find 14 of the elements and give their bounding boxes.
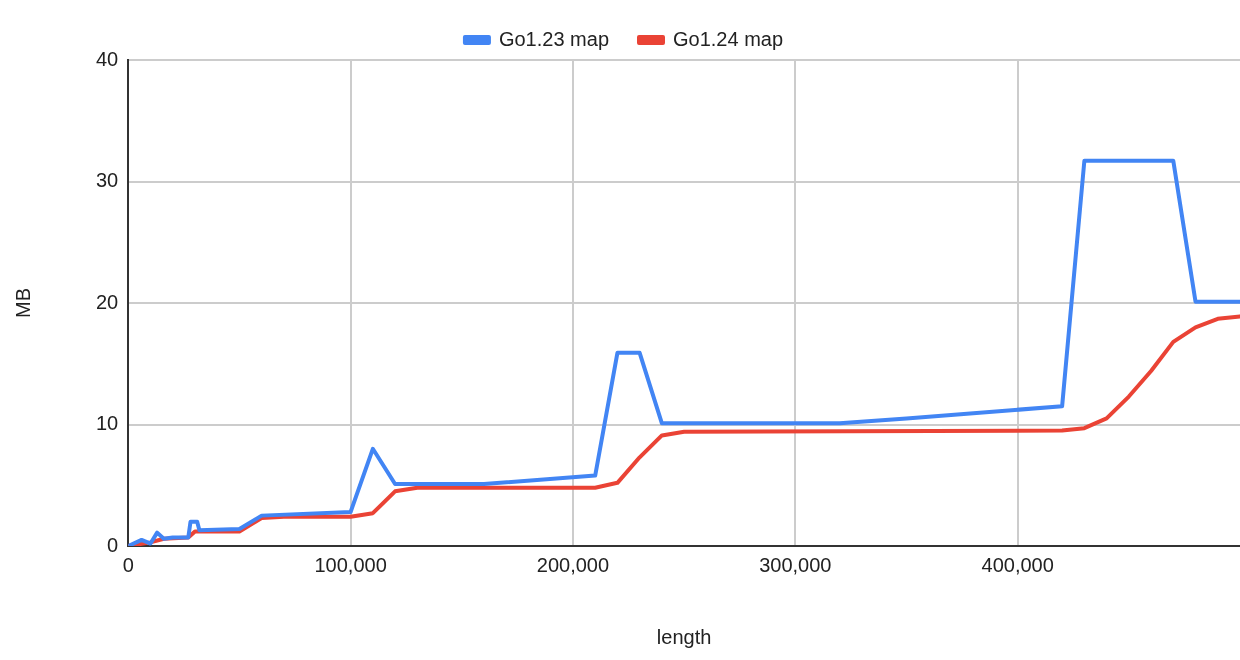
x-tick-label: 400,000 bbox=[981, 553, 1054, 576]
x-axis-title: length bbox=[656, 625, 712, 648]
y-tick-label: 20 bbox=[96, 290, 119, 313]
x-tick-label: 100,000 bbox=[314, 553, 387, 576]
y-axis-title: MB bbox=[11, 288, 34, 318]
x-tick-label: 0 bbox=[122, 553, 134, 576]
legend-label: Go1.23 map bbox=[498, 27, 610, 50]
y-tick-label: 40 bbox=[96, 47, 119, 70]
y-tick-label: 0 bbox=[107, 533, 119, 556]
y-tick-label: 30 bbox=[96, 169, 119, 192]
x-tick-label: 300,000 bbox=[759, 553, 832, 576]
y-tick-label: 10 bbox=[96, 412, 119, 435]
x-tick-label: 200,000 bbox=[536, 553, 610, 576]
legend-label: Go1.24 map bbox=[673, 27, 784, 50]
